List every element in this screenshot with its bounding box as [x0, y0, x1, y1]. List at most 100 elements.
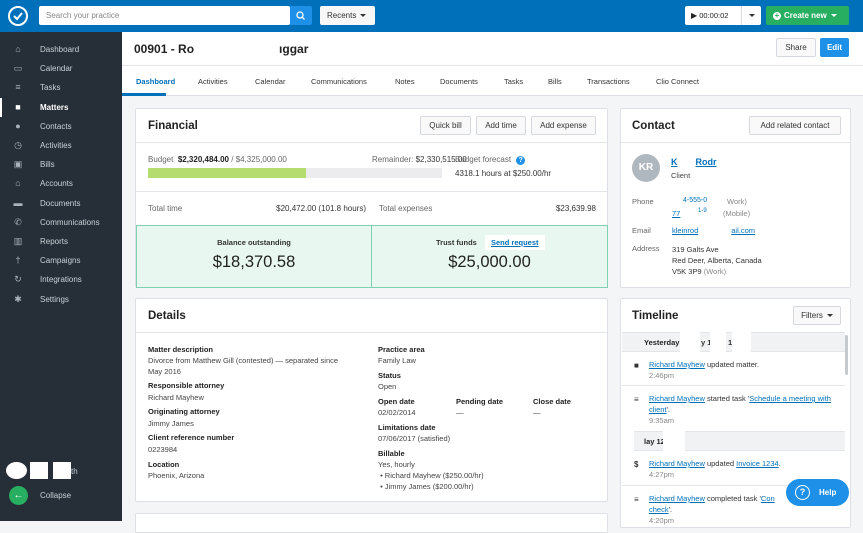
list-icon: ≡: [634, 395, 639, 404]
add-expense-button[interactable]: Add expense: [531, 116, 596, 135]
sidebar-item-communications[interactable]: ✆ Communications: [0, 213, 122, 232]
timer-button[interactable]: ▶ 00:00:02: [685, 6, 741, 25]
budget-forecast-value: 4318.1 hours at $250.00/hr: [455, 169, 552, 178]
location-label: Location: [148, 460, 180, 469]
help-circle-icon[interactable]: ?: [516, 156, 526, 165]
task-link[interactable]: check: [649, 505, 669, 514]
matter-description-label: Matter description: [148, 345, 214, 354]
active-tab-indicator: [122, 93, 166, 96]
tab-tasks[interactable]: Tasks: [504, 77, 524, 86]
help-label: Help: [819, 488, 837, 497]
next-card: [135, 513, 608, 533]
sidebar-item-calendar[interactable]: ▭ Calendar: [0, 59, 122, 78]
edit-button[interactable]: Edit: [820, 38, 849, 57]
collapse-arrow-icon[interactable]: ←: [9, 486, 28, 505]
limitations-date-value: 07/06/2017 (satisfied): [378, 434, 451, 443]
timeline-scrollbar[interactable]: [845, 335, 848, 375]
sidebar-item-campaigns[interactable]: † Campaigns: [0, 251, 122, 270]
close-date-value: —: [533, 408, 541, 417]
email-label: Email: [632, 226, 651, 235]
user-link[interactable]: Richard Mayhew: [649, 394, 705, 403]
redacted-block: [663, 431, 685, 451]
money-icon: ▣: [13, 159, 23, 170]
open-date-label: Open date: [378, 397, 415, 406]
clio-logo-icon[interactable]: [8, 6, 28, 26]
balance-value: $18,370.58: [212, 253, 296, 271]
close-date-label: Close date: [533, 397, 571, 406]
sidebar-item-activities[interactable]: ◷ Activities: [0, 136, 122, 155]
contact-name-link[interactable]: K Rodr: [671, 157, 717, 167]
tab-calendar[interactable]: Calendar: [255, 77, 286, 86]
avatar[interactable]: [6, 462, 27, 479]
sidebar-item-settings[interactable]: ✱ Settings: [0, 290, 122, 309]
sidebar-item-accounts[interactable]: ⌂ Accounts: [0, 174, 122, 193]
help-button[interactable]: ? Help: [786, 479, 849, 506]
add-related-contact-button[interactable]: Add related contact: [749, 116, 841, 135]
email-link[interactable]: kleinrod ail.com: [672, 226, 756, 235]
play-icon: ▶: [691, 11, 698, 20]
phone-work-type: Work): [727, 197, 747, 206]
matter-header: 00901 - Ro ıggar Share Edit: [122, 32, 863, 66]
phone-mobile-link[interactable]: 77: [672, 209, 681, 218]
campaign-icon: †: [15, 255, 21, 266]
sidebar-item-label: Settings: [40, 294, 69, 304]
timer-dropdown[interactable]: [741, 6, 761, 25]
recents-dropdown[interactable]: Recents: [320, 6, 375, 25]
sidebar-item-contacts[interactable]: ● Contacts: [0, 117, 122, 136]
search-button[interactable]: [290, 6, 312, 25]
total-expenses-label: Total expenses: [379, 204, 433, 213]
create-new-button[interactable]: + Create new: [766, 6, 849, 25]
user-link[interactable]: Richard Mayhew: [649, 459, 705, 468]
filters-dropdown[interactable]: Filters: [793, 306, 841, 325]
phone-mobile-partial[interactable]: 1-9: [698, 208, 707, 214]
tab-clio-connect[interactable]: Clio Connect: [656, 77, 699, 86]
phone-work-link[interactable]: 4-555-0: [683, 197, 708, 204]
total-time-label: Total time: [148, 204, 183, 213]
tab-notes[interactable]: Notes: [395, 77, 415, 86]
collapse-button[interactable]: Collapse: [40, 491, 72, 500]
sidebar-item-documents[interactable]: ▬ Documents: [0, 194, 122, 213]
contact-title: Contact: [632, 120, 675, 132]
tab-bills[interactable]: Bills: [548, 77, 562, 86]
balance-outstanding-panel: Balance outstanding $18,370.58: [136, 225, 372, 288]
sidebar-item-reports[interactable]: ▥ Reports: [0, 232, 122, 251]
calendar-icon: ▭: [13, 63, 23, 74]
bank-icon: ⌂: [15, 178, 21, 189]
sidebar-item-tasks[interactable]: ≡ Tasks: [0, 78, 122, 97]
budget-progress-bar: [148, 168, 442, 178]
add-time-button[interactable]: Add time: [476, 116, 526, 135]
user-link[interactable]: Richard Mayhew: [649, 494, 705, 503]
invoice-link[interactable]: Invoice 1234: [736, 459, 779, 468]
timeline-card: Timeline Filters Yesterday y 1 1 ■ Richa…: [620, 298, 851, 528]
send-request-link[interactable]: Send request: [485, 235, 545, 250]
date-partial: 1: [728, 338, 733, 347]
tab-communications[interactable]: Communications: [311, 77, 367, 86]
user-name[interactable]: th: [71, 467, 78, 476]
sidebar-item-bills[interactable]: ▣ Bills: [0, 155, 122, 174]
responsible-attorney-value: Richard Mayhew: [148, 393, 204, 402]
sidebar-item-dashboard[interactable]: ⌂ Dashboard: [0, 40, 122, 59]
practice-area-value: Family Law: [378, 356, 416, 365]
share-button[interactable]: Share: [776, 38, 816, 57]
user-link[interactable]: Richard Mayhew: [649, 360, 705, 369]
tab-dashboard[interactable]: Dashboard: [136, 77, 176, 86]
location-value: Phoenix, Arizona: [148, 471, 205, 480]
quick-bill-button[interactable]: Quick bill: [420, 116, 471, 135]
task-link[interactable]: Con: [760, 494, 775, 503]
redacted-block: [680, 332, 700, 352]
sidebar-item-matters[interactable]: ■ Matters: [0, 98, 122, 117]
financial-title: Financial: [148, 120, 198, 132]
tab-transactions[interactable]: Transactions: [587, 77, 630, 86]
sidebar-item-label: Dashboard: [40, 45, 80, 54]
tab-documents[interactable]: Documents: [440, 77, 478, 86]
status-value: Open: [378, 382, 397, 391]
task-link[interactable]: Schedule a meeting with client: [649, 394, 831, 414]
total-expenses-value: $23,639.98: [555, 204, 596, 213]
sidebar-item-integrations[interactable]: ↻ Integrations: [0, 270, 122, 289]
contact-card: Contact Add related contact KR K Rodr Cli…: [620, 108, 851, 288]
timeline-date-header: lay 12, 2: [622, 431, 845, 451]
bar-chart-icon: ▥: [13, 236, 23, 246]
tab-activities[interactable]: Activities: [198, 77, 228, 86]
responsible-attorney-label: Responsible attorney: [148, 381, 225, 390]
search-input[interactable]: Search your practice: [39, 6, 290, 25]
